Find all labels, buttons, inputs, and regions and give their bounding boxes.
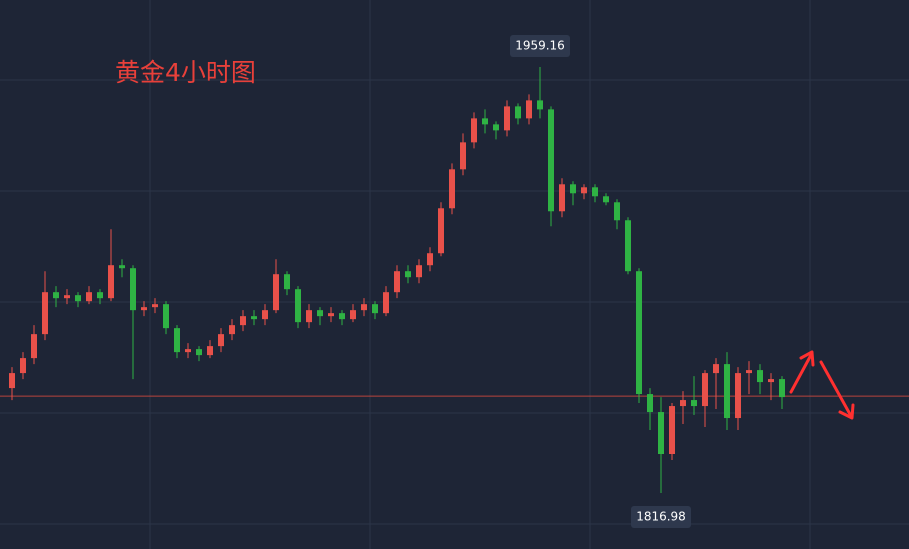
candle-body bbox=[174, 328, 180, 353]
candle-body bbox=[493, 124, 499, 131]
candle-body bbox=[570, 184, 576, 194]
candle-body bbox=[482, 118, 488, 125]
candle-body bbox=[185, 349, 191, 353]
candle-body bbox=[350, 310, 356, 320]
candle-body bbox=[713, 364, 719, 374]
candle-body bbox=[757, 370, 763, 383]
candle-body bbox=[460, 142, 466, 170]
candle-body bbox=[42, 292, 48, 335]
candle-body bbox=[295, 289, 301, 323]
candle-body bbox=[504, 106, 510, 131]
candle-body bbox=[372, 304, 378, 314]
candle-body bbox=[449, 169, 455, 209]
candle-body bbox=[471, 118, 477, 143]
candle-body bbox=[152, 304, 158, 308]
price-tag: 1816.98 bbox=[636, 510, 686, 524]
candle-body bbox=[306, 310, 312, 323]
candle-body bbox=[196, 349, 202, 356]
candle-body bbox=[108, 265, 114, 299]
candle-body bbox=[669, 406, 675, 455]
candle-body bbox=[636, 271, 642, 395]
candles bbox=[0, 66, 909, 494]
candle-body bbox=[218, 334, 224, 347]
candle-body bbox=[86, 292, 92, 302]
candle-body bbox=[251, 316, 257, 320]
candle-body bbox=[625, 220, 631, 272]
candle-body bbox=[317, 310, 323, 317]
candle-body bbox=[207, 346, 213, 356]
arrow bbox=[819, 360, 853, 418]
candle-body bbox=[97, 292, 103, 299]
candle-body bbox=[141, 307, 147, 311]
candle-body bbox=[75, 295, 81, 302]
candle-body bbox=[779, 379, 785, 398]
candle-body bbox=[526, 100, 532, 119]
candle-body bbox=[394, 271, 400, 293]
candle-body bbox=[240, 316, 246, 326]
chart-title: 黄金4小时图 bbox=[115, 58, 256, 87]
arrows bbox=[789, 350, 855, 420]
candle-body bbox=[680, 400, 686, 407]
candle-body bbox=[548, 109, 554, 212]
candle-body bbox=[746, 370, 752, 374]
candle-body bbox=[383, 292, 389, 314]
candle-body bbox=[328, 313, 334, 317]
candle-body bbox=[537, 100, 543, 110]
candle-body bbox=[262, 310, 268, 320]
candle-body bbox=[702, 373, 708, 407]
price-tag-box bbox=[510, 34, 570, 57]
candle-body bbox=[647, 394, 653, 413]
candle-body bbox=[658, 412, 664, 455]
candle-body bbox=[724, 364, 730, 419]
arrow-head bbox=[838, 403, 855, 420]
candle-body bbox=[31, 334, 37, 359]
candle-body bbox=[9, 373, 15, 389]
candle-body bbox=[273, 274, 279, 311]
candle-body bbox=[691, 400, 697, 407]
candle-body bbox=[20, 358, 26, 374]
candle-body bbox=[735, 373, 741, 419]
candle-body bbox=[768, 379, 774, 383]
candle-body bbox=[416, 265, 422, 278]
candle-body bbox=[603, 196, 609, 203]
price-tag: 1959.16 bbox=[515, 38, 565, 52]
candle-body bbox=[559, 184, 565, 212]
candle-body bbox=[614, 202, 620, 221]
candle-body bbox=[229, 325, 235, 335]
candle-body bbox=[515, 106, 521, 119]
candle-body bbox=[405, 271, 411, 278]
candle-body bbox=[130, 268, 136, 311]
candle-body bbox=[427, 253, 433, 266]
candle-body bbox=[592, 187, 598, 197]
candle-body bbox=[284, 274, 290, 290]
candle-body bbox=[438, 208, 444, 254]
arrow bbox=[789, 353, 813, 394]
candle-body bbox=[581, 187, 587, 194]
candle-body bbox=[163, 304, 169, 329]
candle-body bbox=[361, 304, 367, 311]
candle-body bbox=[339, 313, 345, 320]
candle-body bbox=[64, 295, 70, 299]
candle-body bbox=[119, 265, 125, 269]
candle-body bbox=[53, 292, 59, 299]
price-tag-box bbox=[631, 506, 691, 529]
arrow-head bbox=[799, 350, 815, 367]
